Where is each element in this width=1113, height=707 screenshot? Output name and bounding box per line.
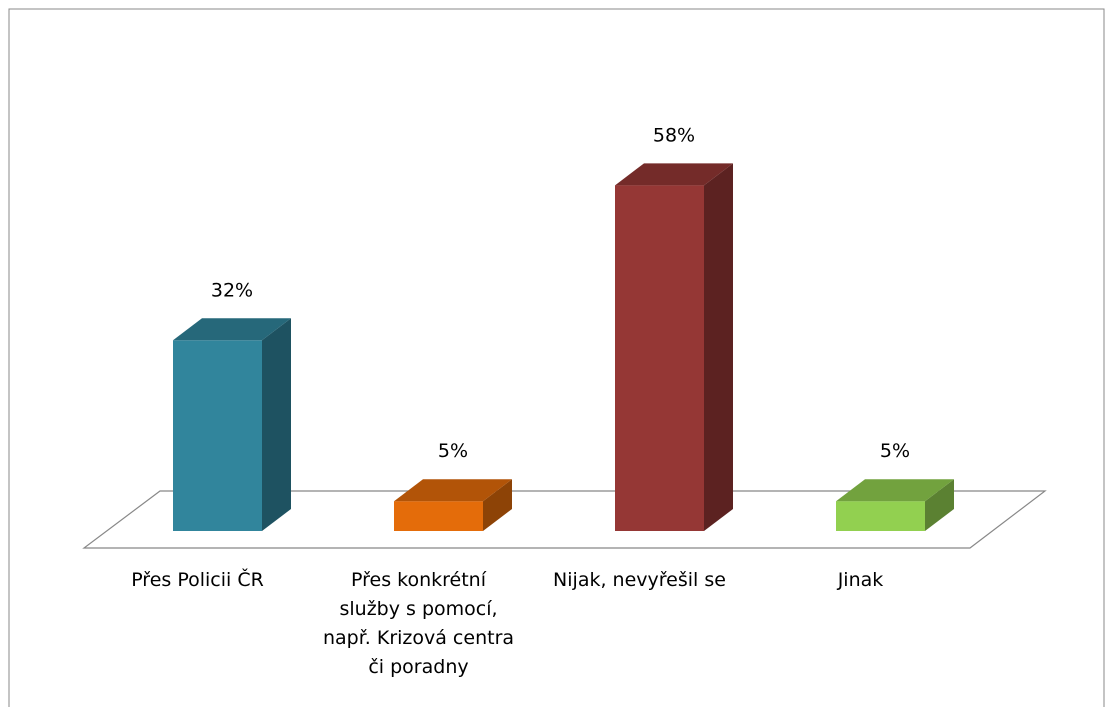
bar-front (615, 185, 704, 531)
bar-side (483, 479, 512, 531)
bar (615, 163, 733, 531)
x-tick-label: Přes Policii ČR (131, 569, 264, 591)
x-tick-label: Přes konkrétní služby s pomocí, např. Kr… (322, 569, 515, 678)
bar-front (173, 340, 262, 531)
bar-top (615, 163, 733, 186)
bar (394, 479, 512, 531)
bar (173, 318, 291, 531)
data-label: 58% (653, 124, 695, 146)
data-label: 5% (880, 440, 910, 462)
x-tick-label: Jinak (837, 569, 884, 591)
x-tick-label: Nijak, nevyřešil se (553, 569, 726, 591)
chart-frame (8, 8, 1105, 707)
bar-top (836, 479, 954, 502)
bar-front (394, 501, 483, 531)
bar-side (262, 318, 291, 531)
bar-front (836, 501, 925, 531)
bar-top (173, 318, 291, 341)
data-label: 32% (211, 279, 253, 301)
floor (82, 490, 1047, 549)
bar-top (394, 479, 512, 502)
bar-side (925, 479, 954, 531)
bar (836, 479, 954, 531)
data-label: 5% (438, 440, 468, 462)
bar-side (704, 163, 733, 531)
